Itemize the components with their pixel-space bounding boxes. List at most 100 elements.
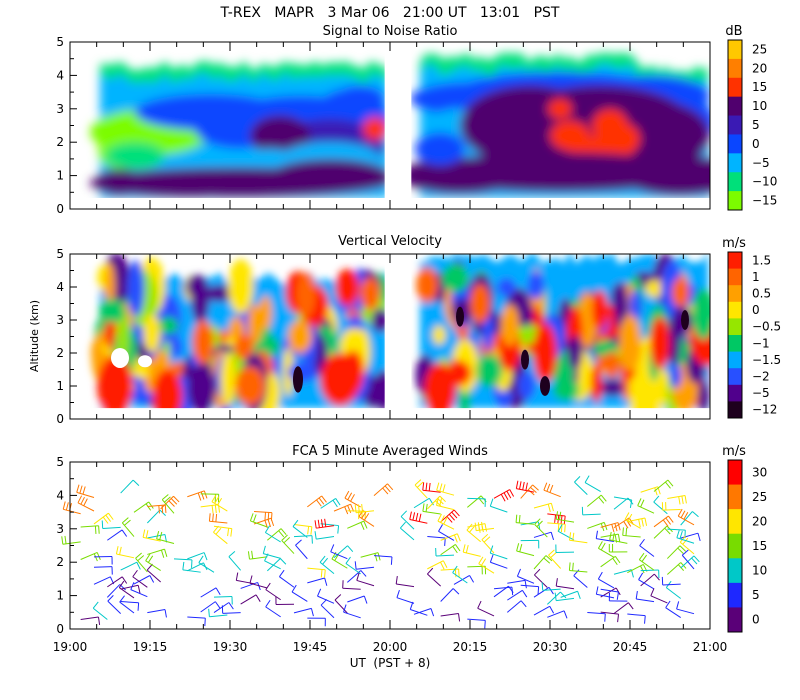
wind-barb-flag bbox=[76, 484, 80, 493]
wind-barb-flag bbox=[322, 557, 329, 565]
colorbar-unit: m/s bbox=[722, 236, 746, 251]
vv-cell bbox=[192, 319, 214, 365]
wind-barb-flag bbox=[595, 530, 598, 539]
wind-barb-flag bbox=[635, 590, 638, 600]
snr-cell bbox=[620, 155, 710, 196]
colorbar-label: 15 bbox=[752, 80, 767, 94]
y-tick-label: 2 bbox=[56, 346, 64, 360]
wind-barb-flag bbox=[332, 499, 338, 508]
wind-barb-flag bbox=[135, 552, 142, 559]
wind-barb-staff bbox=[627, 563, 644, 574]
wind-barb-staff bbox=[132, 576, 148, 588]
wind-barb-flag bbox=[616, 591, 619, 600]
wind-barb-flag bbox=[215, 527, 222, 535]
wind-barb-staff bbox=[520, 484, 533, 499]
wind-barb-flag bbox=[279, 569, 285, 577]
wind-barb-staff bbox=[533, 586, 550, 598]
vv-cell bbox=[553, 379, 580, 401]
wind-barb-flag bbox=[235, 572, 239, 581]
wind-barb-flag bbox=[665, 517, 672, 525]
colorbar-swatch bbox=[728, 96, 742, 117]
wind-barb-flag bbox=[94, 525, 97, 534]
vv-updraft bbox=[288, 320, 312, 353]
wind-barb-flag bbox=[639, 538, 645, 546]
wind-barb-flag bbox=[249, 575, 253, 584]
wind-barb-flag bbox=[422, 503, 425, 512]
wind-barb-staff bbox=[62, 541, 81, 545]
wind-barb-flag bbox=[679, 545, 687, 552]
wind-barb-flag bbox=[452, 546, 458, 554]
wind-barb-flag bbox=[374, 553, 378, 562]
wind-barb-staff bbox=[463, 551, 481, 557]
wind-barb-staff bbox=[440, 588, 454, 602]
wind-barb-flag bbox=[604, 613, 606, 622]
y-tick-label: 5 bbox=[56, 247, 64, 261]
wind-barb-flag bbox=[160, 549, 165, 558]
wind-barb-flag bbox=[500, 494, 506, 502]
wind-barb-staff bbox=[436, 489, 455, 496]
wind-barb-staff bbox=[107, 600, 122, 615]
wind-barb-flag bbox=[280, 528, 287, 536]
wind-barb-staff bbox=[209, 520, 228, 524]
y-tick-label: 5 bbox=[56, 35, 64, 49]
snr-data-gap bbox=[384, 42, 412, 209]
wind-barb-flag bbox=[638, 519, 641, 528]
wind-barb-flag bbox=[317, 519, 320, 528]
x-tick-label: 19:30 bbox=[213, 640, 248, 654]
wind-barb-flag bbox=[440, 515, 445, 523]
wind-barb-staff bbox=[156, 538, 175, 544]
wind-barb-staff bbox=[640, 486, 658, 493]
wind-barb-staff bbox=[639, 545, 655, 557]
colorbar-unit: dB bbox=[725, 24, 742, 39]
colorbar-swatch bbox=[728, 252, 742, 270]
wind-barb-staff bbox=[93, 512, 109, 525]
wind-barb-flag bbox=[668, 515, 674, 523]
wind-barb-flag bbox=[677, 547, 684, 555]
colorbar-swatch bbox=[728, 172, 742, 192]
vv-updraft bbox=[360, 277, 380, 311]
y-tick-label: 4 bbox=[56, 488, 64, 502]
wind-barb-staff bbox=[666, 545, 681, 559]
wind-barb-staff bbox=[613, 496, 632, 501]
colorbar-label: 10 bbox=[752, 564, 767, 578]
vv-cell bbox=[186, 274, 208, 299]
wind-barb-staff bbox=[198, 562, 215, 573]
wind-barb-staff bbox=[356, 579, 375, 587]
wind-barb-staff bbox=[507, 579, 526, 584]
wind-barb-flag bbox=[363, 520, 368, 529]
wind-barb-flag bbox=[264, 512, 266, 521]
wind-barb-staff bbox=[146, 509, 161, 524]
wind-barb-staff bbox=[347, 520, 365, 529]
wind-barb-staff bbox=[547, 610, 565, 618]
y-tick-label: 0 bbox=[56, 622, 64, 636]
wind-barb-flag bbox=[543, 482, 548, 491]
wind-barb-staff bbox=[396, 583, 415, 588]
wind-barb-flag bbox=[330, 544, 335, 552]
vv-updraft bbox=[712, 320, 728, 399]
vv-cell bbox=[416, 267, 439, 304]
wind-barb-flag bbox=[213, 525, 219, 533]
vv-cell bbox=[611, 283, 626, 312]
wind-barb-flag bbox=[400, 510, 408, 517]
wind-barb-staff bbox=[119, 601, 135, 614]
wind-barb-staff bbox=[587, 494, 602, 507]
wind-barb-flag bbox=[623, 521, 629, 529]
wind-barb-flag bbox=[137, 602, 140, 611]
vv-updraft bbox=[97, 356, 133, 416]
wind-barb-flag bbox=[79, 485, 83, 494]
wind-barb-flag bbox=[320, 519, 324, 528]
wind-barb-staff bbox=[476, 527, 495, 532]
wind-barb-staff bbox=[107, 576, 123, 588]
wind-barb-staff bbox=[542, 588, 561, 591]
wind-barb-staff bbox=[200, 587, 217, 598]
colorbar-label: 0.5 bbox=[752, 287, 771, 301]
wind-barb-flag bbox=[247, 551, 250, 560]
wind-barb-flag bbox=[678, 496, 681, 505]
wind-barb-flag bbox=[227, 528, 230, 537]
y-tick-label: 2 bbox=[56, 135, 64, 149]
wind-barb-flag bbox=[255, 594, 261, 602]
wind-barb-flag bbox=[102, 516, 109, 524]
wind-barb-staff bbox=[146, 569, 161, 583]
wind-barb-flag bbox=[466, 523, 473, 531]
wind-barb-flag bbox=[641, 554, 648, 562]
